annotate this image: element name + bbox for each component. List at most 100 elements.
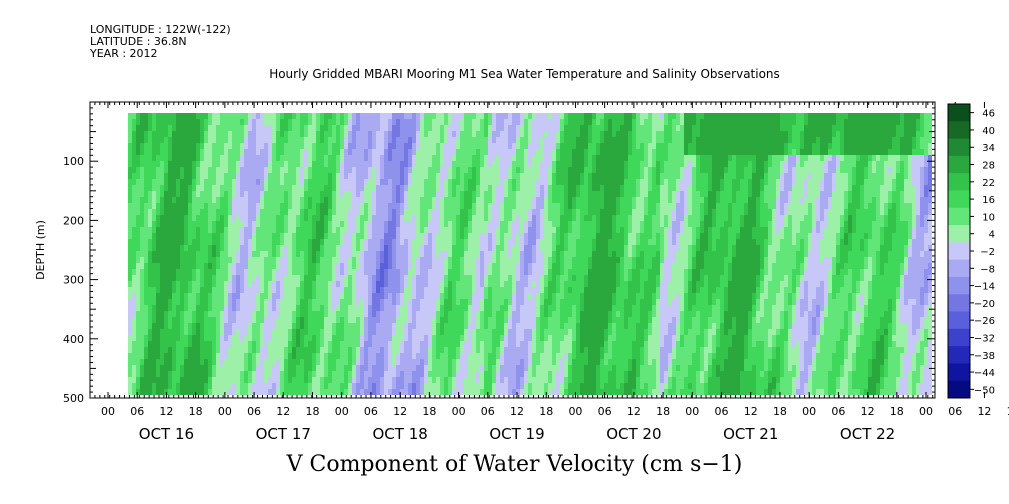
heatmap-cell: [368, 287, 372, 293]
heatmap-cell: [328, 173, 332, 179]
heatmap-cell: [264, 383, 268, 389]
heatmap-cell: [216, 263, 220, 269]
heatmap-cell: [428, 155, 432, 161]
heatmap-cell: [544, 233, 548, 239]
heatmap-cell: [308, 245, 312, 251]
heatmap-cell: [288, 245, 292, 251]
heatmap-cell: [460, 227, 464, 233]
heatmap-cell: [392, 221, 396, 227]
heatmap-cell: [400, 353, 404, 359]
heatmap-cell: [216, 341, 220, 347]
heatmap-cell: [528, 149, 532, 155]
heatmap-cell: [140, 269, 144, 275]
heatmap-cell: [536, 323, 540, 329]
heatmap-cell: [532, 305, 536, 311]
heatmap-cell: [424, 203, 428, 209]
heatmap-cell: [492, 245, 496, 251]
heatmap-cell: [260, 185, 264, 191]
heatmap-cell: [200, 197, 204, 203]
heatmap-cell: [160, 335, 164, 341]
heatmap-cell: [320, 233, 324, 239]
heatmap-cell: [168, 113, 172, 119]
heatmap-cell: [260, 329, 264, 335]
heatmap-cell: [216, 347, 220, 353]
heatmap-cell: [244, 335, 248, 341]
heatmap-cell: [476, 221, 480, 227]
heatmap-cell: [472, 383, 476, 389]
heatmap-cell: [320, 203, 324, 209]
heatmap-cell: [152, 359, 156, 365]
heatmap-cell: [460, 287, 464, 293]
heatmap-cell: [492, 353, 496, 359]
heatmap-cell: [244, 281, 248, 287]
heatmap-cell: [412, 275, 416, 281]
heatmap-cell: [392, 275, 396, 281]
heatmap-cell: [244, 245, 248, 251]
heatmap-cell: [236, 179, 240, 185]
heatmap-cell: [424, 197, 428, 203]
heatmap-cell: [472, 185, 476, 191]
heatmap-cell: [484, 125, 488, 131]
heatmap-cell: [404, 311, 408, 317]
heatmap-cell: [480, 269, 484, 275]
heatmap-cell: [436, 359, 440, 365]
heatmap-cell: [436, 209, 440, 215]
heatmap-cell: [484, 371, 488, 377]
heatmap-cell: [548, 185, 552, 191]
heatmap-cell: [204, 275, 208, 281]
heatmap-cell: [300, 365, 304, 371]
heatmap-cell: [344, 131, 348, 137]
heatmap-cell: [260, 119, 264, 125]
heatmap-cell: [404, 299, 408, 305]
heatmap-cell: [528, 239, 532, 245]
heatmap-cell: [488, 335, 492, 341]
heatmap-cell: [544, 317, 548, 323]
heatmap-cell: [384, 323, 388, 329]
heatmap-cell: [336, 137, 340, 143]
heatmap-cell: [300, 125, 304, 131]
heatmap-cell: [464, 257, 468, 263]
heatmap-cell: [328, 227, 332, 233]
heatmap-cell: [428, 347, 432, 353]
heatmap-cell: [172, 263, 176, 269]
heatmap-cell: [468, 113, 472, 119]
heatmap-cell: [276, 299, 280, 305]
heatmap-cell: [340, 209, 344, 215]
heatmap-cell: [232, 167, 236, 173]
heatmap-cell: [416, 275, 420, 281]
heatmap-cell: [364, 299, 368, 305]
heatmap-cell: [236, 287, 240, 293]
heatmap-cell: [172, 227, 176, 233]
heatmap-cell: [392, 335, 396, 341]
heatmap-cell: [356, 371, 360, 377]
heatmap-cell: [428, 311, 432, 317]
heatmap-cell: [288, 179, 292, 185]
heatmap-cell: [476, 269, 480, 275]
heatmap-cell: [184, 317, 188, 323]
heatmap-cell: [488, 359, 492, 365]
heatmap-cell: [436, 263, 440, 269]
heatmap-cell: [516, 257, 520, 263]
heatmap-cell: [388, 317, 392, 323]
heatmap-cell: [448, 389, 452, 395]
heatmap-cell: [168, 371, 172, 377]
heatmap-cell: [428, 257, 432, 263]
heatmap-cell: [468, 221, 472, 227]
heatmap-cell: [128, 191, 132, 197]
heatmap-cell: [440, 341, 444, 347]
heatmap-cell: [268, 149, 272, 155]
heatmap-cell: [400, 371, 404, 377]
heatmap-cell: [148, 137, 152, 143]
heatmap-cell: [476, 173, 480, 179]
heatmap-cell: [228, 251, 232, 257]
heatmap-cell: [504, 215, 508, 221]
heatmap-cell: [136, 143, 140, 149]
heatmap-cell: [220, 215, 224, 221]
heatmap-cell: [472, 251, 476, 257]
heatmap-cell: [408, 347, 412, 353]
heatmap-cell: [472, 353, 476, 359]
heatmap-cell: [368, 239, 372, 245]
heatmap-cell: [408, 365, 412, 371]
heatmap-cell: [168, 197, 172, 203]
heatmap-cell: [432, 167, 436, 173]
